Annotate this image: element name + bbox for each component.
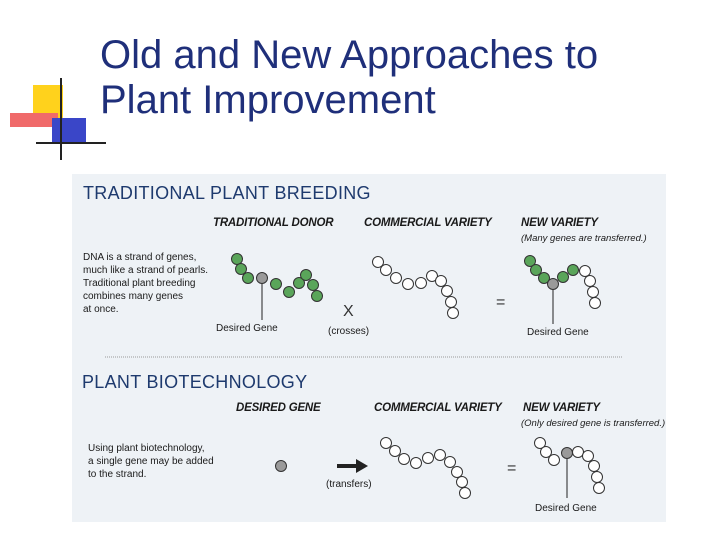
biotech-new-variety-note: (Only desired gene is transferred.) [521,418,666,429]
title-line-1: Old and New Approaches to [100,33,599,77]
biotech-desc-line: a single gene may be added [88,456,214,467]
blue-square [52,118,86,144]
donor-strand [231,253,323,302]
corner-decoration [0,0,106,170]
new-variety-strand-traditional [524,255,601,309]
yellow-square [33,85,63,118]
traditional-desc-line: much like a strand of pearls. [83,265,209,276]
traditional-desc-line: DNA is a strand of genes, [83,252,197,263]
red-bar [10,113,58,127]
traditional-desc-line: combines many genes [83,291,184,302]
title-line-2: Plant Improvement [100,78,436,122]
traditional-desc-line: at once. [83,304,119,315]
new-variety-desired-gene-label: Desired Gene [527,327,589,338]
horizontal-line [36,142,106,144]
transfer-arrow [337,459,368,473]
biotech-desc-line: to the strand. [88,469,147,480]
traditional-donor-label: TRADITIONAL DONOR [213,217,334,229]
biotech-desired-gene [275,460,287,472]
traditional-description: DNA is a strand of genes, much like a st… [83,251,208,316]
traditional-heading: TRADITIONAL PLANT BREEDING [83,183,371,203]
page-title: Old and New Approaches to Plant Improvem… [100,33,700,123]
transfers-caption: (transfers) [326,479,372,490]
equals-symbol-traditional: = [496,294,506,311]
biotech-new-desired-gene-label: Desired Gene [535,503,597,514]
traditional-new-variety-label: NEW VARIETY [521,217,598,229]
commercial-strand-traditional [372,256,459,319]
commercial-strand-biotech [380,437,471,499]
equals-symbol-biotech: = [507,460,517,477]
new-variety-strand-biotech [534,437,605,494]
donor-desired-gene-label: Desired Gene [216,323,278,334]
biotech-commercial-label: COMMERCIAL VARIETY [374,402,502,414]
traditional-new-variety-note: (Many genes are transferred.) [521,233,647,244]
crosses-caption: (crosses) [328,326,370,337]
traditional-desc-line: Traditional plant breeding [83,278,196,289]
traditional-commercial-label: COMMERCIAL VARIETY [364,217,492,229]
biotech-new-variety-label: NEW VARIETY [523,402,600,414]
biotech-desc-line: Using plant biotechnology, [88,443,205,454]
biotech-description: Using plant biotechnology, a single gene… [88,442,214,481]
vertical-line [60,78,62,160]
cross-symbol: X [343,303,354,320]
biotech-heading: PLANT BIOTECHNOLOGY [82,372,308,392]
biotech-desired-gene-label: DESIRED GENE [236,402,321,414]
